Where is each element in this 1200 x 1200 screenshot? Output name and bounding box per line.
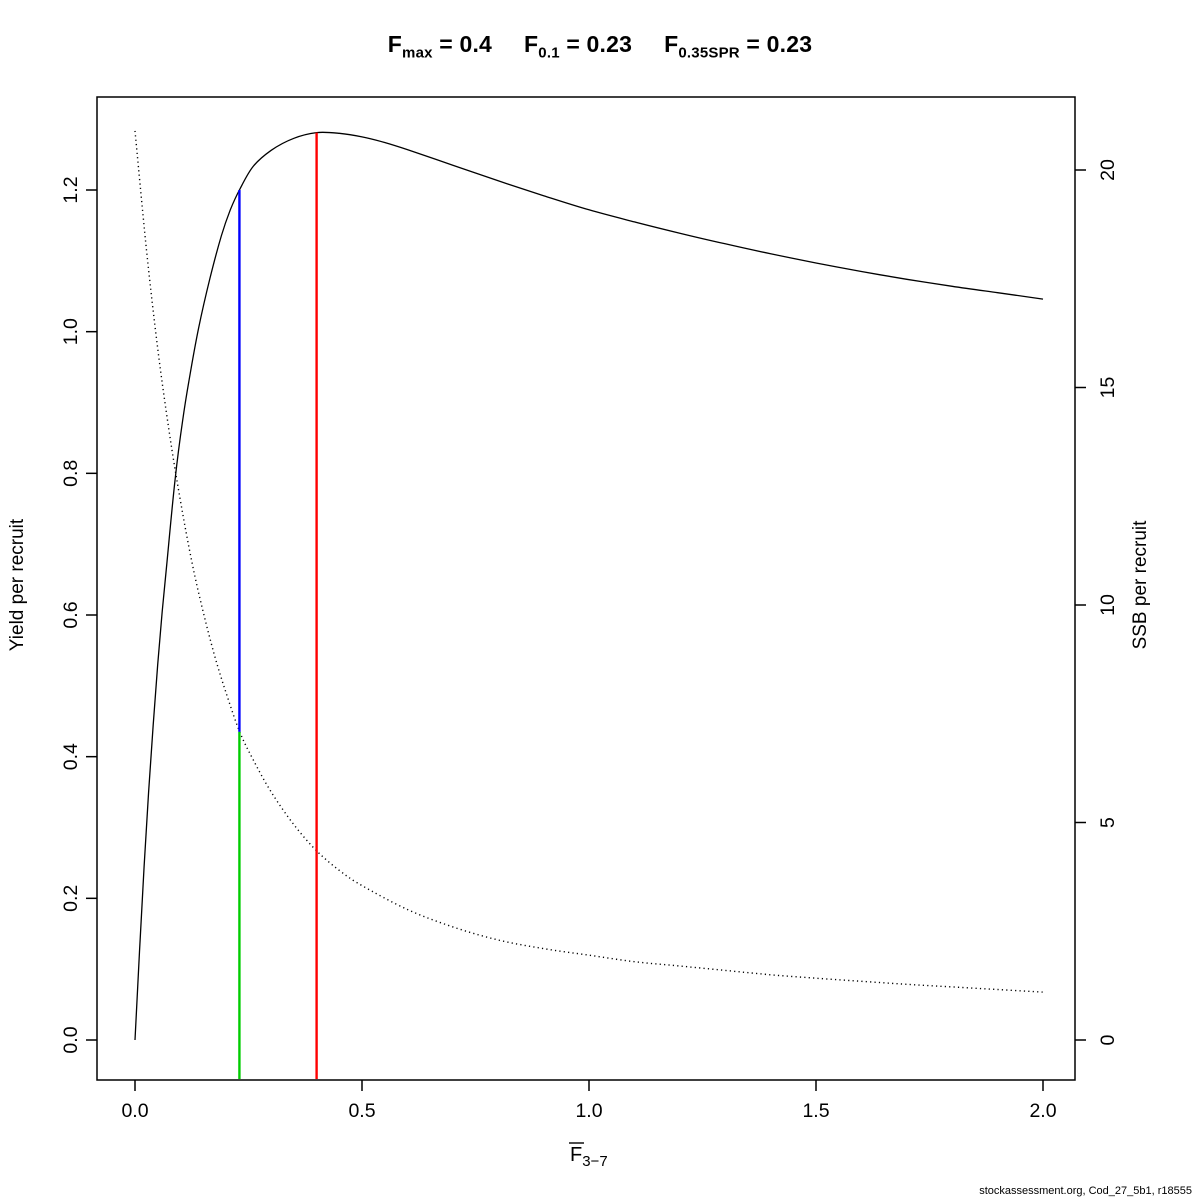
y-right-tick-label: 20 bbox=[1097, 159, 1119, 181]
y-left-tick-label: 0.4 bbox=[60, 743, 82, 770]
y-left-tick-label: 0.0 bbox=[60, 1026, 82, 1053]
footer-credit: stockassessment.org, Cod_27_5b1, r18555 bbox=[979, 1185, 1192, 1197]
y-left-tick-label: 0.6 bbox=[60, 601, 82, 628]
plot-box bbox=[96, 96, 1076, 1081]
y-left-tick-label: 1.2 bbox=[60, 176, 82, 203]
x-axis-title: F3−7 bbox=[569, 1142, 608, 1170]
x-tick-label: 0.0 bbox=[121, 1100, 148, 1122]
title-segment: Fmax = 0.4 bbox=[387, 31, 493, 62]
svg-text:F3−7: F3−7 bbox=[570, 1144, 608, 1170]
left-axis-title: Yield per recruit bbox=[7, 518, 28, 652]
ssb-curve bbox=[134, 130, 1044, 993]
title-segment: F0.35SPR = 0.23 bbox=[664, 31, 813, 62]
plot-title: Fmax = 0.4 F0.1 = 0.23 F0.35SPR = 0.23 bbox=[0, 31, 1200, 62]
y-left-tick-label: 0.8 bbox=[60, 460, 82, 487]
y-left-tick-label: 1.0 bbox=[60, 318, 82, 345]
title-segment: F0.1 = 0.23 bbox=[524, 31, 633, 62]
x-tick-label: 1.0 bbox=[575, 1100, 602, 1122]
y-left-tick-label: 0.2 bbox=[60, 885, 82, 912]
y-right-tick-label: 15 bbox=[1097, 377, 1119, 399]
x-tick-label: 2.0 bbox=[1029, 1100, 1056, 1122]
x-tick-label: 1.5 bbox=[802, 1100, 829, 1122]
x-tick-label: 0.5 bbox=[348, 1100, 375, 1122]
y-right-tick-label: 5 bbox=[1097, 817, 1119, 828]
y-right-tick-label: 10 bbox=[1097, 594, 1119, 616]
y-right-tick-label: 0 bbox=[1097, 1034, 1119, 1045]
right-axis-title: SSB per recruit bbox=[1130, 520, 1151, 650]
yield-curve bbox=[134, 131, 1044, 1041]
